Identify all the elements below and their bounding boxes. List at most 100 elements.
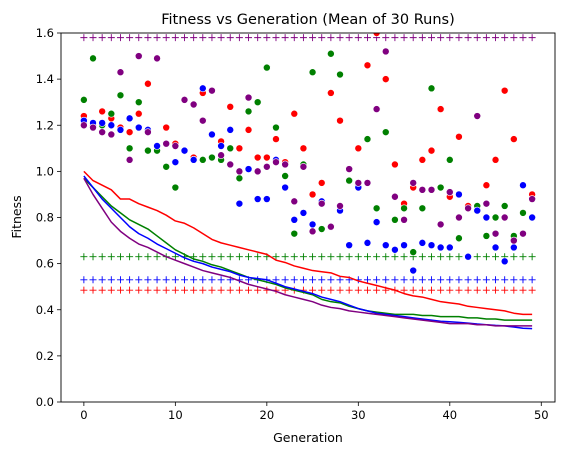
purple-plus-marker: [418, 34, 426, 42]
purple-plus-marker: [226, 34, 234, 42]
purple-point: [80, 121, 88, 130]
purple-point: [263, 162, 271, 171]
green-point: [116, 91, 125, 100]
green-plus-marker: [363, 253, 371, 261]
red-mean-line: [83, 170, 533, 316]
blue-plus-marker: [135, 276, 143, 284]
purple-point: [391, 192, 399, 201]
purple-plus-marker: [245, 34, 253, 42]
red-point: [299, 144, 308, 153]
green-point: [409, 248, 418, 256]
green-point: [235, 174, 244, 183]
blue-point: [510, 243, 518, 252]
blue-point: [281, 183, 289, 192]
blue-point: [445, 243, 454, 252]
blue-point: [98, 119, 106, 127]
purple-plus-marker: [336, 34, 344, 42]
red-point: [482, 181, 491, 190]
red-plus-marker: [482, 286, 490, 294]
blue-plus-marker: [382, 276, 390, 284]
blue-plus-marker: [363, 276, 371, 284]
green-plus-marker: [107, 253, 115, 261]
purple-point: [134, 52, 143, 60]
red-point: [391, 160, 399, 169]
green-point: [482, 232, 491, 240]
blue-point: [235, 199, 244, 208]
purple-point: [510, 236, 518, 245]
x-tick-label: 10: [168, 408, 183, 422]
green-plus-marker: [272, 253, 280, 261]
blue-point: [519, 181, 527, 190]
purple-plus-marker: [446, 34, 454, 42]
red-point: [308, 190, 317, 199]
green-point: [418, 204, 427, 213]
red-point: [427, 146, 436, 155]
green-point: [391, 216, 399, 224]
red-point: [244, 126, 253, 134]
green-plus-marker: [336, 253, 344, 261]
purple-point: [198, 116, 207, 125]
blue-point: [116, 126, 125, 134]
blue-plus-marker: [217, 276, 225, 284]
purple-plus-marker: [272, 34, 280, 42]
purple-point: [180, 96, 189, 104]
y-tick-label: 0.4: [36, 303, 54, 317]
purple-plus-marker: [171, 34, 179, 42]
green-point: [519, 209, 527, 217]
blue-point: [363, 239, 372, 247]
blue-plus-marker: [107, 276, 115, 284]
purple-plus-marker: [400, 34, 408, 42]
green-plus-marker: [80, 253, 88, 261]
blue-point: [134, 123, 143, 132]
red-plus-marker: [455, 286, 463, 294]
red-plus-marker: [126, 286, 134, 294]
purple-point: [473, 112, 482, 120]
blue-plus-marker: [171, 276, 179, 284]
green-point: [363, 135, 372, 143]
red-point: [327, 89, 335, 97]
blue-point: [409, 266, 418, 275]
purple-plus-marker: [281, 34, 289, 42]
blue-plus-row: [80, 276, 536, 284]
red-plus-marker: [492, 286, 500, 294]
red-plus-marker: [473, 286, 481, 294]
y-tick-label: 0.0: [36, 395, 54, 409]
purple-point: [345, 165, 353, 173]
purple-point: [427, 186, 436, 194]
purple-point: [89, 123, 97, 132]
purple-point: [125, 156, 134, 164]
red-point: [162, 123, 171, 132]
blue-plus-marker: [409, 276, 417, 284]
purple-plus-marker: [391, 34, 399, 42]
green-plus-marker: [254, 253, 262, 261]
purple-plus-marker: [263, 34, 271, 42]
purple-plus-marker: [428, 34, 435, 42]
purple-point: [208, 86, 216, 95]
blue-plus-marker: [391, 276, 399, 284]
red-plus-marker: [464, 286, 472, 294]
red-point: [336, 116, 344, 125]
green-plus-marker: [400, 253, 408, 261]
blue-plus-marker: [181, 276, 188, 284]
y-tick-label: 1.6: [36, 26, 54, 40]
blue-point: [427, 241, 436, 249]
blue-plus-marker: [199, 276, 207, 284]
green-point: [290, 229, 299, 238]
green-point: [134, 98, 143, 106]
purple-point: [226, 160, 235, 169]
purple-plus-marker: [144, 34, 152, 42]
green-plus-marker: [482, 253, 490, 261]
blue-mean-line: [83, 175, 533, 330]
purple-point: [528, 195, 536, 203]
green-point: [445, 156, 454, 164]
purple-point: [418, 186, 427, 194]
purple-point: [409, 179, 418, 187]
purple-plus-row: [80, 34, 536, 42]
green-point: [263, 63, 271, 72]
blue-plus-marker: [501, 276, 509, 284]
purple-point: [491, 229, 500, 238]
y-tick-label: 1.2: [36, 118, 54, 132]
green-plus-marker: [126, 253, 134, 261]
green-plus-marker: [418, 253, 426, 261]
red-plus-marker: [373, 286, 381, 294]
